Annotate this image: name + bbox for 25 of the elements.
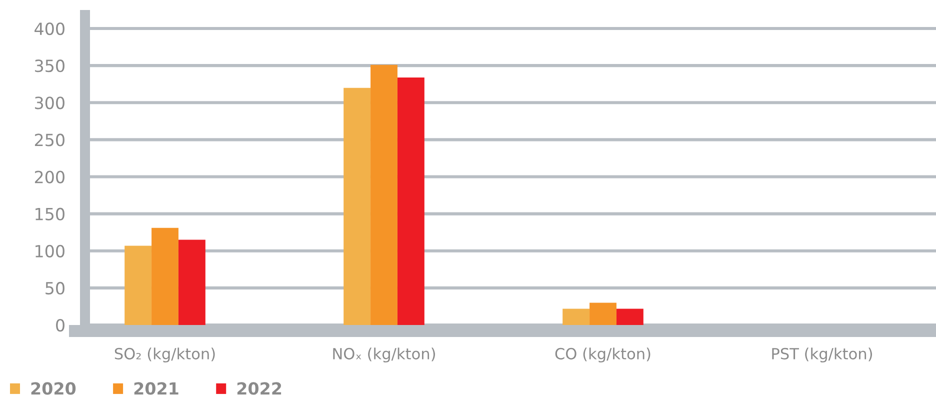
y-tick-label: 350 [35,60,64,72]
y-tick-label: 300 [35,96,64,110]
y-tick-label: 250 [34,134,64,146]
bar [370,64,398,325]
bar [616,308,644,325]
y-tick-label: 100 [36,244,64,258]
bar [152,228,178,325]
x-tick-label: NOₓ (kg/kton) [333,348,435,362]
legend-label: 2021 [134,382,178,395]
y-tick-label: 0 [56,318,64,332]
bar [344,88,371,325]
bar [590,302,616,325]
x-tick-label: CO (kg/kton) [555,348,650,362]
legend-label: 2022 [237,382,282,395]
x-tick-label: SO₂ (kg/kton) [114,348,215,362]
x-tick-label: PST (kg/kton) [772,348,872,362]
bar [562,308,590,325]
y-tick-label: 400 [34,22,64,36]
legend-label: 2020 [31,382,76,395]
y-tick-label: 200 [34,170,64,184]
bar [124,246,152,325]
y-tick-label: 50 [46,282,64,295]
bar [178,240,206,325]
y-tick-label: 150 [36,208,64,220]
bar [397,77,424,325]
